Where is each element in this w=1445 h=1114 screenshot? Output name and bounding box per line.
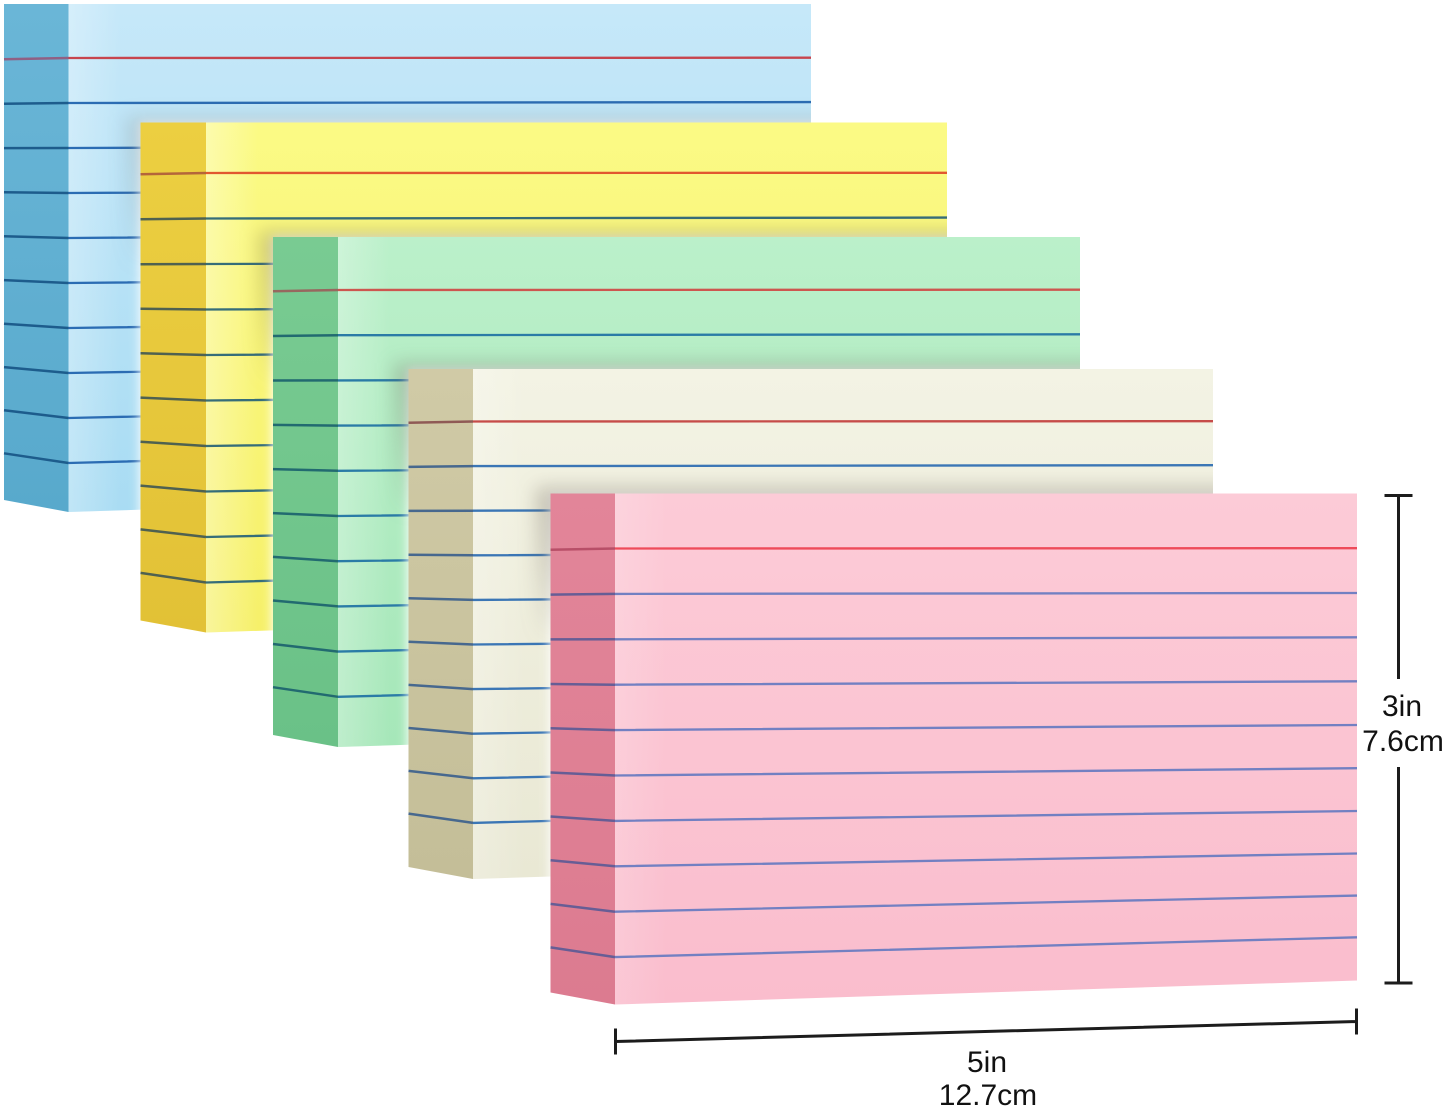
svg-text:7.6cm: 7.6cm xyxy=(1362,725,1444,758)
svg-text:12.7cm: 12.7cm xyxy=(939,1079,1037,1109)
svg-text:3in: 3in xyxy=(1382,690,1422,723)
svg-text:5in: 5in xyxy=(967,1046,1007,1079)
